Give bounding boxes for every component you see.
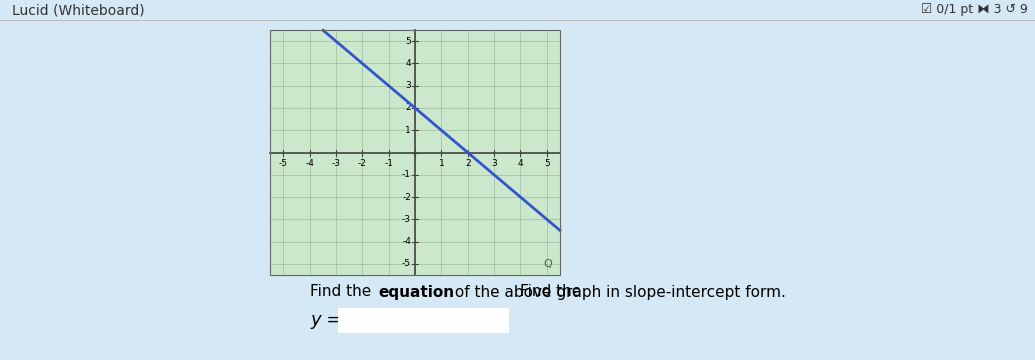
Text: 2: 2 bbox=[406, 103, 411, 112]
Text: -4: -4 bbox=[403, 237, 411, 246]
Text: Q: Q bbox=[543, 259, 552, 269]
Text: y =: y = bbox=[310, 311, 342, 329]
Bar bbox=[270, 30, 560, 275]
Text: -4: -4 bbox=[305, 159, 314, 168]
Text: of the above graph in slope-intercept form.: of the above graph in slope-intercept fo… bbox=[450, 284, 786, 300]
Text: Lucid (Whiteboard): Lucid (Whiteboard) bbox=[12, 3, 145, 17]
Text: 4: 4 bbox=[518, 159, 524, 168]
Text: 2: 2 bbox=[465, 159, 471, 168]
Text: ☑ 0/1 pt ⧓ 3 ↺ 9: ☑ 0/1 pt ⧓ 3 ↺ 9 bbox=[921, 4, 1028, 17]
Text: -2: -2 bbox=[403, 193, 411, 202]
Text: Find the: Find the bbox=[310, 284, 376, 300]
Text: 3: 3 bbox=[406, 81, 411, 90]
Text: 5: 5 bbox=[544, 159, 550, 168]
Text: equation: equation bbox=[378, 284, 454, 300]
Text: -3: -3 bbox=[331, 159, 341, 168]
Text: 1: 1 bbox=[439, 159, 444, 168]
Text: -3: -3 bbox=[402, 215, 411, 224]
Text: -5: -5 bbox=[278, 159, 288, 168]
Text: Find the: Find the bbox=[520, 284, 586, 300]
Text: 1: 1 bbox=[406, 126, 411, 135]
Text: -5: -5 bbox=[402, 259, 411, 268]
Text: 4: 4 bbox=[406, 59, 411, 68]
Text: 5: 5 bbox=[406, 37, 411, 46]
Bar bbox=[338, 308, 508, 332]
Bar bbox=[270, 30, 560, 275]
Text: -1: -1 bbox=[384, 159, 393, 168]
Text: -1: -1 bbox=[402, 170, 411, 179]
Text: -2: -2 bbox=[358, 159, 366, 168]
Text: 3: 3 bbox=[492, 159, 497, 168]
